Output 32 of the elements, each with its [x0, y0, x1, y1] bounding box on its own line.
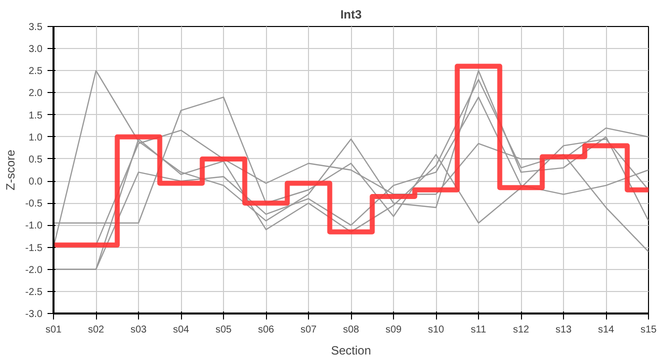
- y-tick-label: 1.5: [28, 110, 43, 122]
- x-tick-label: s04: [172, 324, 190, 336]
- x-tick-label: s08: [342, 324, 360, 336]
- x-tick-label: s05: [215, 324, 232, 336]
- x-tick-label: s02: [88, 324, 104, 336]
- y-tick-label: -0.5: [25, 198, 43, 210]
- y-tick-label: 1.0: [28, 132, 43, 144]
- y-tick-label: 0.0: [28, 176, 43, 188]
- x-tick-label: s11: [470, 324, 487, 336]
- y-tick-label: 0.5: [28, 154, 43, 166]
- y-tick-label: -2.5: [25, 286, 43, 298]
- x-tick-label: s01: [45, 324, 62, 336]
- y-tick-label: -3.0: [25, 309, 43, 320]
- x-tick-label: s03: [130, 324, 147, 336]
- y-tick-label: 3.0: [28, 44, 43, 56]
- x-axis-title: Section: [330, 344, 372, 358]
- x-tick-label: s09: [385, 324, 402, 336]
- x-tick-label: s12: [512, 324, 530, 336]
- x-tick-label: s13: [555, 324, 572, 336]
- x-tick-label: s15: [640, 324, 657, 336]
- y-tick-label: 3.5: [28, 22, 43, 33]
- y-tick-label: -1.5: [25, 242, 43, 254]
- y-tick-label: 2.0: [28, 88, 43, 100]
- y-tick-label: 2.5: [28, 66, 43, 78]
- y-tick-label: -1.0: [25, 220, 43, 232]
- x-tick-label: s14: [598, 324, 614, 336]
- x-tick-label: s06: [258, 324, 274, 336]
- x-tick-label: s10: [428, 324, 444, 336]
- y-tick-label: -2.0: [25, 264, 43, 276]
- chart-title: Int3: [340, 8, 362, 22]
- y-axis-title: Z-score: [3, 149, 18, 190]
- x-tick-label: s07: [300, 324, 317, 336]
